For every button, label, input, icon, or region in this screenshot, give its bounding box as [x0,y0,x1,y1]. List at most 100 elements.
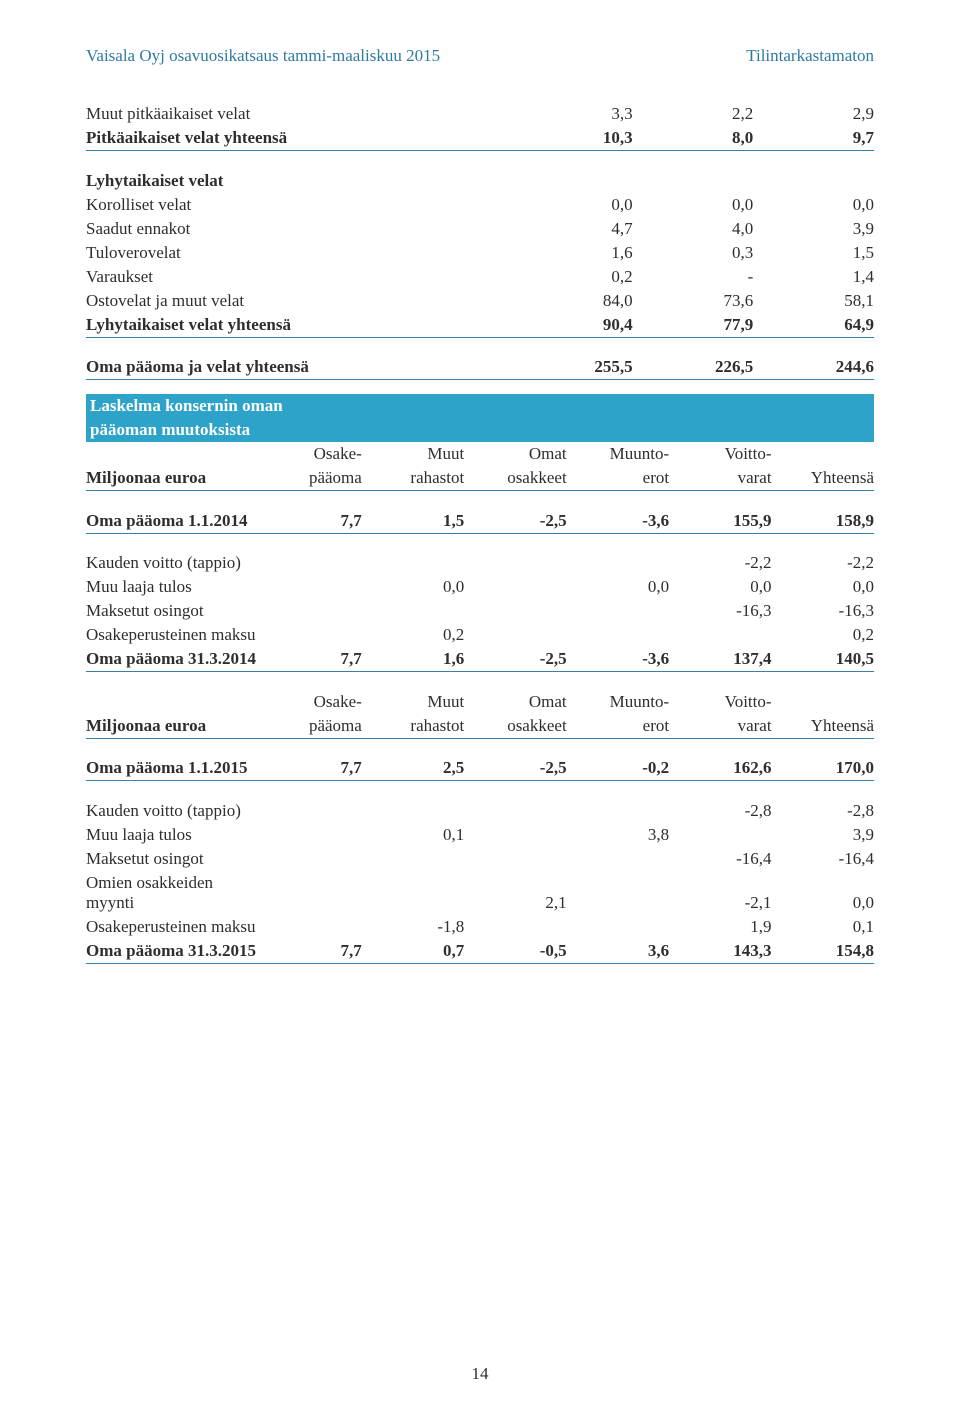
band-line1: Laskelma konsernin oman [90,396,283,415]
cell [362,599,464,623]
col-head: Voitto- [669,442,771,466]
cell [464,847,566,871]
table-row: Kauden voitto (tappio)-2,2-2,2 [86,551,874,575]
cell [464,575,566,599]
cell [362,551,464,575]
section-heading: Lyhytaikaiset velat [86,169,874,193]
table-row: Ostovelat ja muut velat84,073,658,1 [86,289,874,313]
row-label: Muut pitkäaikaiset velat [86,102,512,126]
cell [464,551,566,575]
col-head: Yhteensä [772,714,874,739]
cell: 1,5 [753,241,874,265]
cell [464,623,566,647]
cell [567,915,669,939]
cell: 7,7 [259,509,361,534]
row-label: Varaukset [86,265,512,289]
table-row: Muu laaja tulos0,13,83,9 [86,823,874,847]
cell [259,823,361,847]
cell [464,799,566,823]
cell: 2,9 [753,102,874,126]
cell [464,915,566,939]
cell: 10,3 [512,126,633,151]
cell: 3,8 [567,823,669,847]
cell [259,915,361,939]
cell: 0,0 [772,575,874,599]
table-row: Oma pääoma 31.3.2015 7,7 0,7 -0,5 3,6 14… [86,939,874,964]
table-row: Maksetut osingot-16,3-16,3 [86,599,874,623]
cell: 3,6 [567,939,669,964]
cell: -16,3 [669,599,771,623]
cell: -1,8 [362,915,464,939]
cell: 0,0 [753,193,874,217]
col-head: pääoma [259,714,361,739]
cell: -16,4 [772,847,874,871]
cell: 1,9 [669,915,771,939]
cell [567,551,669,575]
row-label: Oma pääoma 1.1.2014 [86,509,259,534]
cell: 1,4 [753,265,874,289]
table-row: Oma pääoma 31.3.2014 7,7 1,6 -2,5 -3,6 1… [86,647,874,672]
row-label: Osakeperusteinen maksu [86,915,259,939]
cell: 0,0 [362,575,464,599]
row-label: Ostovelat ja muut velat [86,289,512,313]
spacer-row [86,533,874,551]
col-head: Yhteensä [772,466,874,491]
row-label: Oma pääoma 1.1.2015 [86,756,259,781]
row-label: Korolliset velat [86,193,512,217]
cell [567,799,669,823]
cell [362,871,464,915]
cell: -2,2 [669,551,771,575]
cell [259,575,361,599]
spacer-row [86,738,874,756]
row-label: Saadut ennakot [86,217,512,241]
row-label: Oma pääoma ja velat yhteensä [86,355,512,380]
cell: -2,5 [464,647,566,672]
col-head: Miljoonaa euroa [86,714,259,739]
row-label: Lyhytaikaiset velat yhteensä [86,313,512,338]
cell: 162,6 [669,756,771,781]
cell: -16,4 [669,847,771,871]
col-head: Omat [464,442,566,466]
cell: 77,9 [633,313,754,338]
cell [669,823,771,847]
cell: -2,5 [464,756,566,781]
row-label: Osakeperusteinen maksu [86,623,259,647]
cell: -3,6 [567,647,669,672]
cell: 8,0 [633,126,754,151]
cell: 3,3 [512,102,633,126]
col-header-row: Osake- Muut Omat Muunto- Voitto- [86,690,874,714]
cell [567,871,669,915]
cell [567,599,669,623]
cell: 1,6 [512,241,633,265]
cell: 9,7 [753,126,874,151]
table-row: Omien osakkeiden myynti2,1-2,10,0 [86,871,874,915]
liabilities-table: Muut pitkäaikaiset velat 3,3 2,2 2,9 Pit… [86,102,874,380]
table-row: Tuloverovelat1,60,31,5 [86,241,874,265]
col-header-row: Miljoonaa euroa pääoma rahastot osakkeet… [86,714,874,739]
table-row: Oma pääoma ja velat yhteensä 255,5 226,5… [86,355,874,380]
cell: 64,9 [753,313,874,338]
col-head: Muut [362,442,464,466]
table-row: Muut pitkäaikaiset velat 3,3 2,2 2,9 [86,102,874,126]
cell: -2,5 [464,509,566,534]
cell: -2,2 [772,551,874,575]
cell [362,847,464,871]
cell: 3,9 [753,217,874,241]
cell: 7,7 [259,756,361,781]
cell: 84,0 [512,289,633,313]
cell: 226,5 [633,355,754,380]
cell [259,623,361,647]
cell [567,623,669,647]
col-head: Muut [362,690,464,714]
col-header-row: Miljoonaa euroa pääoma rahastot osakkeet… [86,466,874,491]
row-label: Lyhytaikaiset velat [86,169,512,193]
cell: 3,9 [772,823,874,847]
cell: -2,8 [669,799,771,823]
row-label: Tuloverovelat [86,241,512,265]
table-row: Saadut ennakot4,74,03,9 [86,217,874,241]
cell: 4,0 [633,217,754,241]
col-head: Muunto- [567,690,669,714]
band-heading: Laskelma konsernin oman [86,394,874,418]
row-label: Omien osakkeiden myynti [86,871,259,915]
table-row: Oma pääoma 1.1.2014 7,7 1,5 -2,5 -3,6 15… [86,509,874,534]
